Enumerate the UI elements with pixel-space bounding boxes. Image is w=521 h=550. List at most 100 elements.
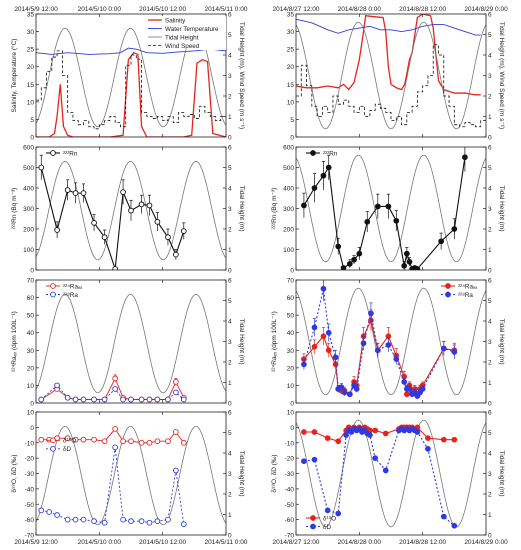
y2-tick-label: 0 — [228, 533, 232, 540]
y2-axis-title: Tidal Height (m), Wind Speed (m s⁻¹) — [238, 22, 245, 129]
legend-label: Wind Speed — [165, 43, 200, 50]
y-tick-label: 20 — [287, 64, 295, 71]
y2-tick-label: 4 — [228, 53, 232, 60]
data-point — [320, 172, 327, 179]
data-point — [138, 396, 145, 403]
series-blue-line-1 — [36, 47, 226, 55]
y2-axis-title: Tidal Height (m) — [498, 451, 505, 497]
legend-label: ²²⁸Ra — [63, 292, 78, 299]
data-point — [112, 375, 119, 382]
data-point — [154, 396, 161, 403]
data-point — [146, 439, 153, 446]
y-tick-label: 30 — [287, 29, 295, 36]
legend: ²²²Rn — [46, 150, 78, 157]
y-tick-label: 10 — [27, 410, 35, 417]
y-axis-title: ²²⁴Raₑₓ (dpm 100L⁻¹) — [11, 311, 18, 372]
tide-line — [296, 287, 486, 396]
data-point — [120, 438, 126, 445]
y2-tick-label: 0 — [228, 268, 232, 275]
data-point — [440, 345, 447, 352]
data-point — [72, 516, 79, 523]
data-point — [414, 429, 421, 435]
series-line — [40, 384, 185, 400]
data-point — [335, 243, 342, 250]
panel-B2: 0 100 200 300 400 500 600 0 1 2 3 4 5 6 ²²²Rn (Bq m⁻³)… — [271, 145, 505, 275]
y-tick-label: -40 — [285, 486, 295, 493]
y-tick-label: 60 — [287, 295, 295, 302]
y2-tick-label: 1 — [228, 247, 232, 254]
data-point — [356, 250, 363, 257]
y2-tick-label: 3 — [488, 339, 492, 346]
y-tick-label: 0 — [30, 135, 34, 142]
data-point — [403, 391, 410, 398]
data-point — [180, 521, 187, 528]
data-point — [146, 202, 153, 209]
y2-tick-label: 3 — [488, 471, 492, 478]
x-tick-label: 2014/8/28 12:00 — [399, 539, 446, 546]
data-point — [180, 228, 187, 234]
y2-tick-label: 2 — [488, 360, 492, 367]
y-tick-label: 100 — [23, 247, 34, 254]
series-filled-black-1 — [301, 147, 468, 270]
data-point — [372, 455, 379, 461]
data-point — [120, 396, 126, 403]
series-red-line-0 — [36, 51, 226, 137]
legend-marker — [50, 445, 56, 452]
legend: ²²²Rn — [306, 150, 338, 157]
series-tide-0 — [296, 287, 486, 396]
y2-tick-label: 4 — [228, 319, 232, 326]
y-tick-label: -30 — [285, 471, 295, 478]
y2-tick-label: 5 — [488, 298, 492, 305]
data-point — [146, 396, 153, 403]
y-axis-title: ²²²Rn (Bq m⁻³) — [271, 188, 278, 230]
data-point — [325, 347, 332, 354]
data-point — [64, 394, 71, 401]
data-point — [374, 203, 381, 210]
y2-tick-label: 6 — [488, 410, 492, 417]
tide-line — [36, 425, 226, 526]
y-tick-label: 10 — [27, 99, 35, 106]
series-line — [36, 47, 226, 55]
tide-line — [36, 160, 226, 261]
y2-tick-label: 3 — [228, 73, 232, 80]
series-line — [303, 288, 455, 397]
y2-tick-label: 5 — [228, 32, 232, 39]
y-tick-label: 70 — [27, 278, 35, 285]
y-tick-label: -70 — [25, 533, 35, 540]
y2-tick-label: 1 — [228, 114, 232, 121]
data-point — [72, 396, 79, 403]
series-tide-0 — [296, 154, 486, 263]
plot-area — [296, 280, 486, 399]
data-point — [112, 444, 119, 451]
data-point — [406, 258, 413, 265]
legend-label: ²²⁴Raₑₓ — [458, 283, 478, 290]
data-point — [38, 164, 45, 171]
data-point — [80, 516, 87, 523]
y-axis-title: δ¹⁸O, δD (‰) — [11, 454, 18, 492]
y2-tick-label: 0 — [228, 135, 232, 142]
y2-tick-label: 0 — [488, 401, 492, 408]
y-tick-label: 5 — [290, 117, 294, 124]
data-point — [419, 386, 426, 392]
legend: ²²⁴Raₑₓ ²²⁸Ra — [46, 283, 83, 299]
data-point — [72, 190, 79, 196]
data-point — [165, 438, 171, 445]
legend-background — [146, 16, 226, 50]
data-point — [154, 218, 161, 225]
x-tick-label: 2014/5/10 12:00 — [139, 539, 186, 546]
y-tick-label: 500 — [23, 165, 34, 172]
panel-A3: 0 10 20 30 40 50 60 70 0 1 2 3 4 5 6 ²²⁴Raₑₓ (dpm 100L⁻… — [11, 278, 245, 408]
y2-tick-label: 5 — [488, 32, 492, 39]
y2-tick-label: 1 — [228, 512, 232, 519]
data-point — [440, 513, 447, 520]
y-axis-title: ²²²Rn (Bq m⁻³) — [11, 188, 18, 230]
x-tick-label: 2014/5/11 0:00 — [205, 6, 248, 13]
data-point — [64, 187, 71, 193]
y2-axis-title: Tidal Height (m) — [238, 319, 245, 365]
y-tick-label: 100 — [283, 247, 294, 254]
y-tick-label: 0 — [290, 268, 294, 275]
data-point — [341, 389, 348, 396]
data-point — [338, 384, 345, 391]
data-point — [367, 432, 373, 438]
